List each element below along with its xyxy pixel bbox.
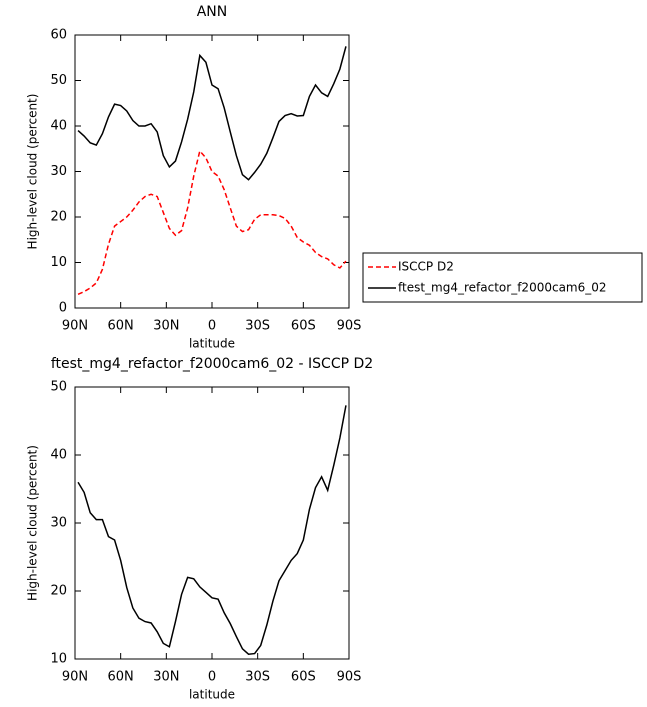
data-line bbox=[77, 46, 347, 181]
y-tick-label: 30 bbox=[50, 516, 67, 531]
plot-frame bbox=[74, 34, 350, 309]
x-tick-label: 0 bbox=[208, 670, 216, 685]
y-tick-label: 60 bbox=[50, 28, 67, 43]
x-tick-label: 90S bbox=[337, 670, 362, 685]
x-tick-label: 60S bbox=[291, 670, 316, 685]
x-tick-label: 90S bbox=[337, 319, 362, 334]
x-tick-label: 30S bbox=[245, 319, 270, 334]
y-axis-label: High-level cloud (percent) bbox=[26, 445, 40, 601]
x-tick-label: 60S bbox=[291, 319, 316, 334]
legend-box bbox=[362, 252, 643, 303]
chart-title: ANN bbox=[197, 4, 228, 20]
y-tick-label: 30 bbox=[50, 164, 67, 179]
legend-label: ISCCP D2 bbox=[398, 260, 454, 274]
x-tick-label: 30N bbox=[153, 319, 179, 334]
y-tick-label: 10 bbox=[50, 652, 67, 667]
y-tick-label: 40 bbox=[50, 119, 67, 134]
x-tick-label: 60N bbox=[108, 670, 134, 685]
y-tick-label: 50 bbox=[50, 73, 67, 88]
x-tick-label: 60N bbox=[108, 319, 134, 334]
y-tick-label: 20 bbox=[50, 584, 67, 599]
x-axis-label: latitude bbox=[189, 337, 235, 351]
y-tick-label: 10 bbox=[50, 255, 67, 270]
y-axis-label: High-level cloud (percent) bbox=[26, 94, 40, 250]
plot-frame bbox=[74, 386, 350, 660]
legend-label: ftest_mg4_refactor_f2000cam6_02 bbox=[398, 281, 607, 295]
x-axis-label: latitude bbox=[189, 688, 235, 702]
chart-title: ftest_mg4_refactor_f2000cam6_02 - ISCCP … bbox=[51, 356, 373, 372]
y-tick-label: 0 bbox=[59, 301, 67, 316]
data-line bbox=[77, 149, 347, 296]
x-tick-label: 90N bbox=[62, 319, 88, 334]
x-tick-label: 30S bbox=[245, 670, 270, 685]
x-tick-label: 0 bbox=[208, 319, 216, 334]
data-line bbox=[77, 405, 347, 656]
y-tick-label: 50 bbox=[50, 380, 67, 395]
y-tick-label: 40 bbox=[50, 448, 67, 463]
x-tick-label: 30N bbox=[153, 670, 179, 685]
x-tick-label: 90N bbox=[62, 670, 88, 685]
y-tick-label: 20 bbox=[50, 210, 67, 225]
